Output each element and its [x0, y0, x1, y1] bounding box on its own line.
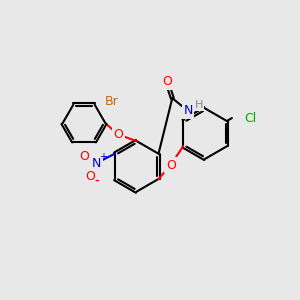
Text: N: N: [184, 104, 193, 117]
Text: O: O: [80, 150, 89, 163]
Text: H: H: [195, 100, 203, 110]
Text: Br: Br: [105, 95, 119, 108]
Text: O: O: [113, 128, 123, 141]
Text: -: -: [94, 176, 99, 186]
Text: +: +: [99, 152, 107, 162]
Text: O: O: [162, 75, 172, 88]
Text: Cl: Cl: [245, 112, 257, 124]
Text: N: N: [92, 157, 101, 170]
Text: O: O: [166, 158, 176, 172]
Text: O: O: [85, 170, 95, 183]
